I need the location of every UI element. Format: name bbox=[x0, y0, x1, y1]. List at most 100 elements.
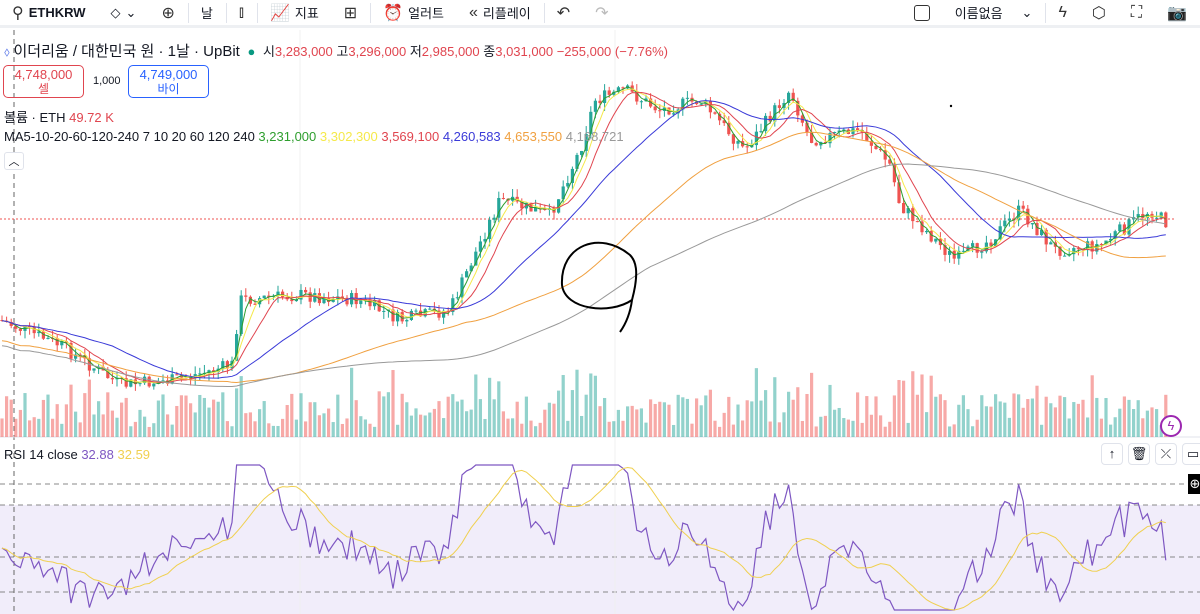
undo-button[interactable]: ↶ bbox=[545, 0, 583, 27]
ma10-value: 3,302,300 bbox=[319, 129, 378, 144]
candle-body bbox=[368, 299, 372, 307]
candle-body bbox=[1076, 248, 1080, 250]
interval-button[interactable]: 날 bbox=[200, 6, 213, 21]
candle-body bbox=[961, 250, 965, 252]
ma5-value: 3,231,000 bbox=[258, 129, 317, 144]
lightning-icon[interactable]: ϟ bbox=[1160, 415, 1182, 437]
screenshot-button[interactable]: 📷 bbox=[1155, 0, 1200, 27]
volume-bar bbox=[566, 420, 570, 437]
volume-bar bbox=[166, 414, 170, 437]
candle-body bbox=[621, 87, 625, 89]
candle-body bbox=[814, 142, 818, 146]
collapse-legend-button[interactable]: ︿ bbox=[4, 152, 24, 170]
volume-bar bbox=[1012, 393, 1016, 437]
sell-button[interactable]: 4,748,000 셀 bbox=[3, 65, 84, 98]
volume-bar bbox=[106, 392, 110, 437]
delete-pane-button[interactable]: 🗑 bbox=[1128, 443, 1150, 465]
candle-body bbox=[538, 207, 542, 209]
volume-bar bbox=[92, 414, 96, 437]
volume-bar bbox=[1081, 399, 1085, 437]
layout-checkbox[interactable] bbox=[902, 0, 943, 27]
candle-body bbox=[1090, 241, 1094, 252]
volume-bar bbox=[64, 404, 68, 437]
add-plus-icon[interactable]: ⊕ bbox=[1188, 474, 1200, 494]
candle-body bbox=[635, 91, 639, 102]
volume-bar bbox=[971, 426, 975, 437]
candle-body bbox=[212, 370, 216, 372]
candle-body bbox=[28, 325, 32, 328]
layout-name-dropdown[interactable]: 이름없음 ⌄ bbox=[954, 4, 1033, 22]
volume-bar bbox=[685, 398, 689, 437]
candle-body bbox=[1086, 241, 1090, 251]
volume-bar bbox=[345, 418, 349, 437]
volume-bar bbox=[350, 367, 354, 437]
volume-bar bbox=[478, 399, 482, 437]
candle-body bbox=[1159, 212, 1163, 218]
volume-bar bbox=[823, 415, 827, 437]
top-toolbar: ⚲ ETHKRW ◇ ⌄ ⊕ 날 ⫾ 📈 지표 ⊞ ⏰ 얼러트 «리플레이 ↶ ↷ 이름… bbox=[0, 0, 1200, 28]
volume-bar bbox=[1090, 375, 1094, 437]
ma-legend: MA5-10-20-60-120-240 7 10 20 60 120 240 … bbox=[4, 129, 624, 144]
candle-body bbox=[943, 245, 947, 255]
volume-bar bbox=[897, 380, 901, 437]
volume-bar bbox=[860, 422, 864, 437]
redo-button[interactable]: ↷ bbox=[583, 0, 621, 27]
volume-bar bbox=[488, 377, 492, 437]
candle-body bbox=[474, 251, 478, 266]
volume-bar bbox=[1072, 402, 1076, 437]
candle-body bbox=[520, 201, 524, 209]
volume-bar bbox=[593, 375, 597, 437]
volume-bar bbox=[1049, 403, 1053, 437]
volume-bar bbox=[994, 394, 998, 437]
volume-bar bbox=[492, 399, 496, 437]
volume-bar bbox=[837, 407, 841, 437]
volume-bar bbox=[911, 371, 915, 437]
candle-body bbox=[989, 242, 993, 246]
volume-bar bbox=[1141, 418, 1145, 437]
volume-bar bbox=[529, 420, 533, 437]
settings-button[interactable]: ⬡ bbox=[1080, 0, 1119, 27]
ma20-line bbox=[1, 92, 1166, 383]
alert-button[interactable]: ⏰ 얼러트 bbox=[383, 4, 444, 22]
volume-bar bbox=[267, 423, 271, 437]
volume-bar bbox=[708, 389, 712, 437]
volume-bar bbox=[143, 416, 147, 437]
favorites-dropdown[interactable]: ◇ ⌄ bbox=[99, 0, 150, 27]
volume-bar bbox=[253, 421, 257, 437]
volume-bar bbox=[731, 424, 735, 437]
candle-body bbox=[1049, 242, 1053, 245]
candle-body bbox=[281, 291, 285, 297]
volume-bar bbox=[221, 392, 225, 437]
volume-bar bbox=[304, 421, 308, 437]
volume-bar bbox=[906, 422, 910, 437]
indicators-button[interactable]: 📈 지표 bbox=[269, 4, 319, 22]
candle-body bbox=[1035, 223, 1039, 236]
templates-button[interactable]: ⊞ bbox=[332, 0, 370, 27]
compare-button[interactable]: ⊕ bbox=[149, 0, 187, 27]
candle-body bbox=[1072, 248, 1076, 255]
quick-search-button[interactable]: ϟ bbox=[1046, 0, 1079, 27]
move-pane-up-button[interactable]: ↑ bbox=[1101, 443, 1123, 465]
buy-button[interactable]: 4,749,000 바이 bbox=[128, 65, 209, 98]
symbol-search[interactable]: ⚲ ETHKRW bbox=[12, 4, 86, 22]
volume-bar bbox=[83, 393, 87, 437]
candle-body bbox=[879, 148, 883, 151]
candle-body bbox=[1127, 219, 1131, 235]
collapse-pane-button[interactable]: ⤫ bbox=[1155, 443, 1177, 465]
volume-bar bbox=[1058, 395, 1062, 437]
replay-button[interactable]: «리플레이 bbox=[469, 3, 531, 22]
volume-bar bbox=[1155, 409, 1159, 437]
candle-body bbox=[948, 250, 952, 255]
chart-type-button[interactable]: ⫾ bbox=[227, 0, 257, 27]
volume-bar bbox=[37, 418, 41, 437]
volume-bar bbox=[1113, 417, 1117, 437]
volume-bar bbox=[851, 420, 855, 437]
fullscreen-button[interactable]: ⛶ bbox=[1119, 0, 1155, 27]
maximize-pane-button[interactable]: ▭ bbox=[1182, 443, 1200, 465]
candle-body bbox=[1118, 224, 1122, 232]
volume-bar bbox=[607, 421, 611, 437]
candles-icon: ⫾ bbox=[238, 3, 244, 21]
volume-bar bbox=[1132, 409, 1136, 437]
order-quantity[interactable]: 1,000 bbox=[93, 75, 121, 87]
